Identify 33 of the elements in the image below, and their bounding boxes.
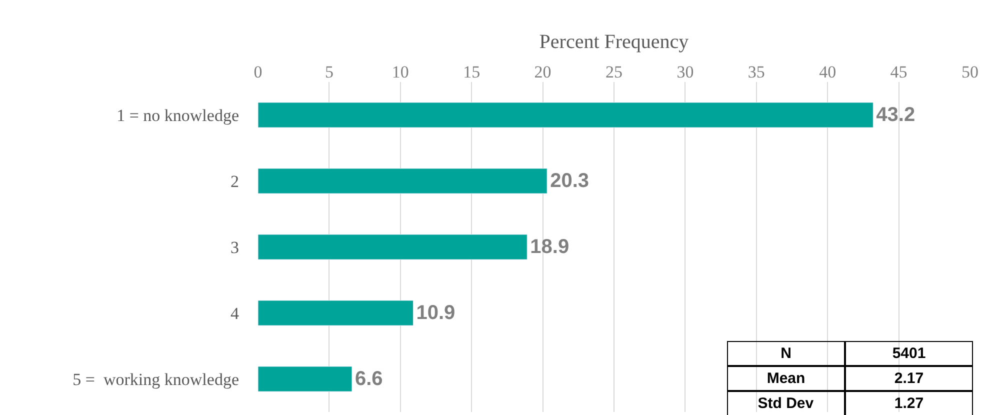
annotation: Mean <box>766 370 806 387</box>
bar <box>258 234 528 260</box>
y-tick-label: 3 <box>230 238 239 257</box>
annotation: Std Dev <box>758 395 814 412</box>
x-tick-label: 45 <box>890 62 908 82</box>
x-tick-label: 15 <box>463 62 480 82</box>
y-tick-label: 1 = no knowledge <box>116 106 239 125</box>
data-label: 18.9 <box>530 236 570 258</box>
bar <box>258 366 352 392</box>
bar <box>258 300 414 326</box>
x-tick-label: 40 <box>819 62 836 82</box>
data-label: 10.9 <box>416 302 456 324</box>
y-tick-label: 2 <box>230 172 239 191</box>
annotation: 1.27 <box>894 395 924 412</box>
y-tick-label: 4 <box>230 304 240 323</box>
x-tick-label: 20 <box>534 62 552 82</box>
x-tick-label: 25 <box>606 62 622 82</box>
data-label: 20.3 <box>550 170 590 192</box>
data-label: 43.2 <box>876 104 916 126</box>
data-label: 6.6 <box>354 368 383 390</box>
x-tick-label: 50 <box>962 62 978 82</box>
y-tick-label: 5 = working knowledge <box>72 370 239 389</box>
x-tick-label: 0 <box>254 62 262 82</box>
annotation: 5401 <box>892 345 926 362</box>
bar <box>258 102 874 128</box>
bar <box>258 168 548 194</box>
x-tick-label: 35 <box>748 62 765 82</box>
x-tick-label: 10 <box>392 62 409 82</box>
annotation: 2.17 <box>894 370 924 387</box>
x-axis-title: Percent Frequency <box>539 31 689 54</box>
annotation: N <box>780 345 792 362</box>
x-tick-label: 30 <box>676 62 694 82</box>
x-tick-label: 5 <box>324 62 334 82</box>
